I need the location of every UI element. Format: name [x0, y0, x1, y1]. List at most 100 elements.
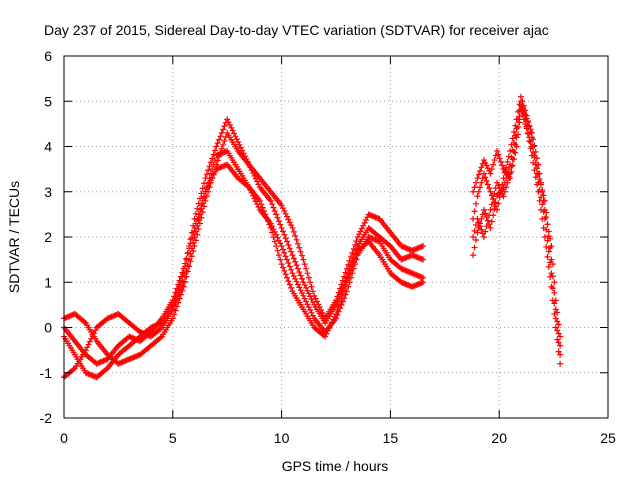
data-point: [308, 283, 315, 290]
y-tick-label: 0: [44, 320, 52, 336]
data-point: [478, 179, 485, 186]
data-point: [292, 275, 299, 282]
data-point: [342, 269, 349, 276]
data-point: [277, 221, 284, 228]
data-point: [543, 214, 550, 221]
data-point: [279, 205, 286, 212]
data-point: [471, 244, 478, 251]
data-point: [490, 161, 497, 168]
data-point: [286, 219, 293, 226]
data-point: [221, 123, 228, 130]
data-point: [220, 141, 227, 148]
data-point: [509, 135, 516, 142]
data-point: [197, 220, 203, 227]
data-point: [172, 307, 179, 314]
data-point: [92, 327, 99, 334]
data-point: [346, 266, 353, 273]
data-point: [267, 197, 274, 204]
data-point: [301, 282, 308, 289]
data-point: [296, 244, 303, 251]
data-point: [516, 119, 523, 126]
data-point: [296, 269, 303, 276]
data-point: [496, 155, 503, 162]
data-point: [231, 130, 237, 137]
data-point: [472, 179, 479, 186]
data-point: [278, 202, 285, 209]
data-point: [557, 333, 564, 340]
data-point: [273, 231, 280, 238]
data-point: [179, 274, 186, 281]
data-point: [195, 200, 202, 207]
data-point: [472, 200, 479, 207]
data-point: [252, 175, 259, 182]
data-point: [338, 288, 345, 295]
data-point: [278, 224, 285, 231]
data-point: [516, 113, 523, 120]
data-point: [487, 188, 494, 195]
data-point: [289, 270, 296, 277]
data-point: [205, 188, 212, 195]
data-point: [299, 289, 305, 296]
data-point: [175, 292, 182, 299]
data-point: [480, 170, 487, 177]
data-point: [202, 175, 209, 182]
data-point: [275, 237, 282, 244]
data-point: [537, 179, 544, 186]
data-point: [335, 295, 342, 302]
data-point: [254, 178, 261, 185]
data-point: [524, 119, 531, 126]
data-point: [337, 305, 344, 312]
data-point: [184, 262, 191, 269]
data-point: [471, 208, 478, 215]
data-point: [499, 181, 506, 188]
data-point: [352, 250, 359, 257]
grid: [64, 56, 608, 418]
data-point: [495, 151, 502, 158]
data-point: [305, 290, 312, 297]
data-point: [220, 126, 227, 133]
data-point: [470, 188, 477, 195]
data-point: [532, 174, 539, 181]
data-point: [471, 227, 478, 234]
data-point: [300, 256, 307, 263]
data-point: [335, 308, 342, 315]
data-point: [343, 288, 350, 295]
data-point: [248, 189, 255, 196]
data-point: [273, 243, 280, 250]
data-point: [176, 282, 183, 289]
data-point: [282, 253, 289, 260]
data-point: [471, 184, 478, 191]
data-point: [188, 235, 195, 242]
data-point: [304, 287, 311, 294]
data-point: [497, 187, 504, 194]
data-point: [271, 207, 278, 214]
data-point: [177, 278, 184, 285]
data-point: [229, 127, 236, 134]
data-point: [182, 263, 189, 270]
data-point: [269, 223, 276, 230]
data-point: [536, 176, 543, 183]
data-point: [250, 192, 257, 199]
data-point: [483, 162, 490, 169]
data-point: [207, 159, 214, 166]
data-point: [303, 284, 310, 291]
data-point: [554, 327, 561, 334]
data-point: [513, 134, 520, 141]
data-point: [235, 138, 242, 145]
data-point: [293, 262, 300, 269]
data-point: [334, 312, 341, 319]
data-point: [345, 261, 352, 268]
data-point: [509, 156, 516, 163]
x-tick-label: 15: [383, 430, 399, 446]
data-point: [338, 301, 345, 308]
data-point: [554, 309, 561, 316]
data-point: [289, 252, 296, 259]
data-point: [527, 126, 534, 133]
data-point: [557, 351, 564, 358]
data-point: [353, 247, 360, 254]
data-point: [214, 157, 221, 164]
data-point: [211, 147, 218, 154]
data-point: [526, 122, 533, 129]
data-point: [488, 218, 495, 225]
data-point: [470, 252, 477, 259]
